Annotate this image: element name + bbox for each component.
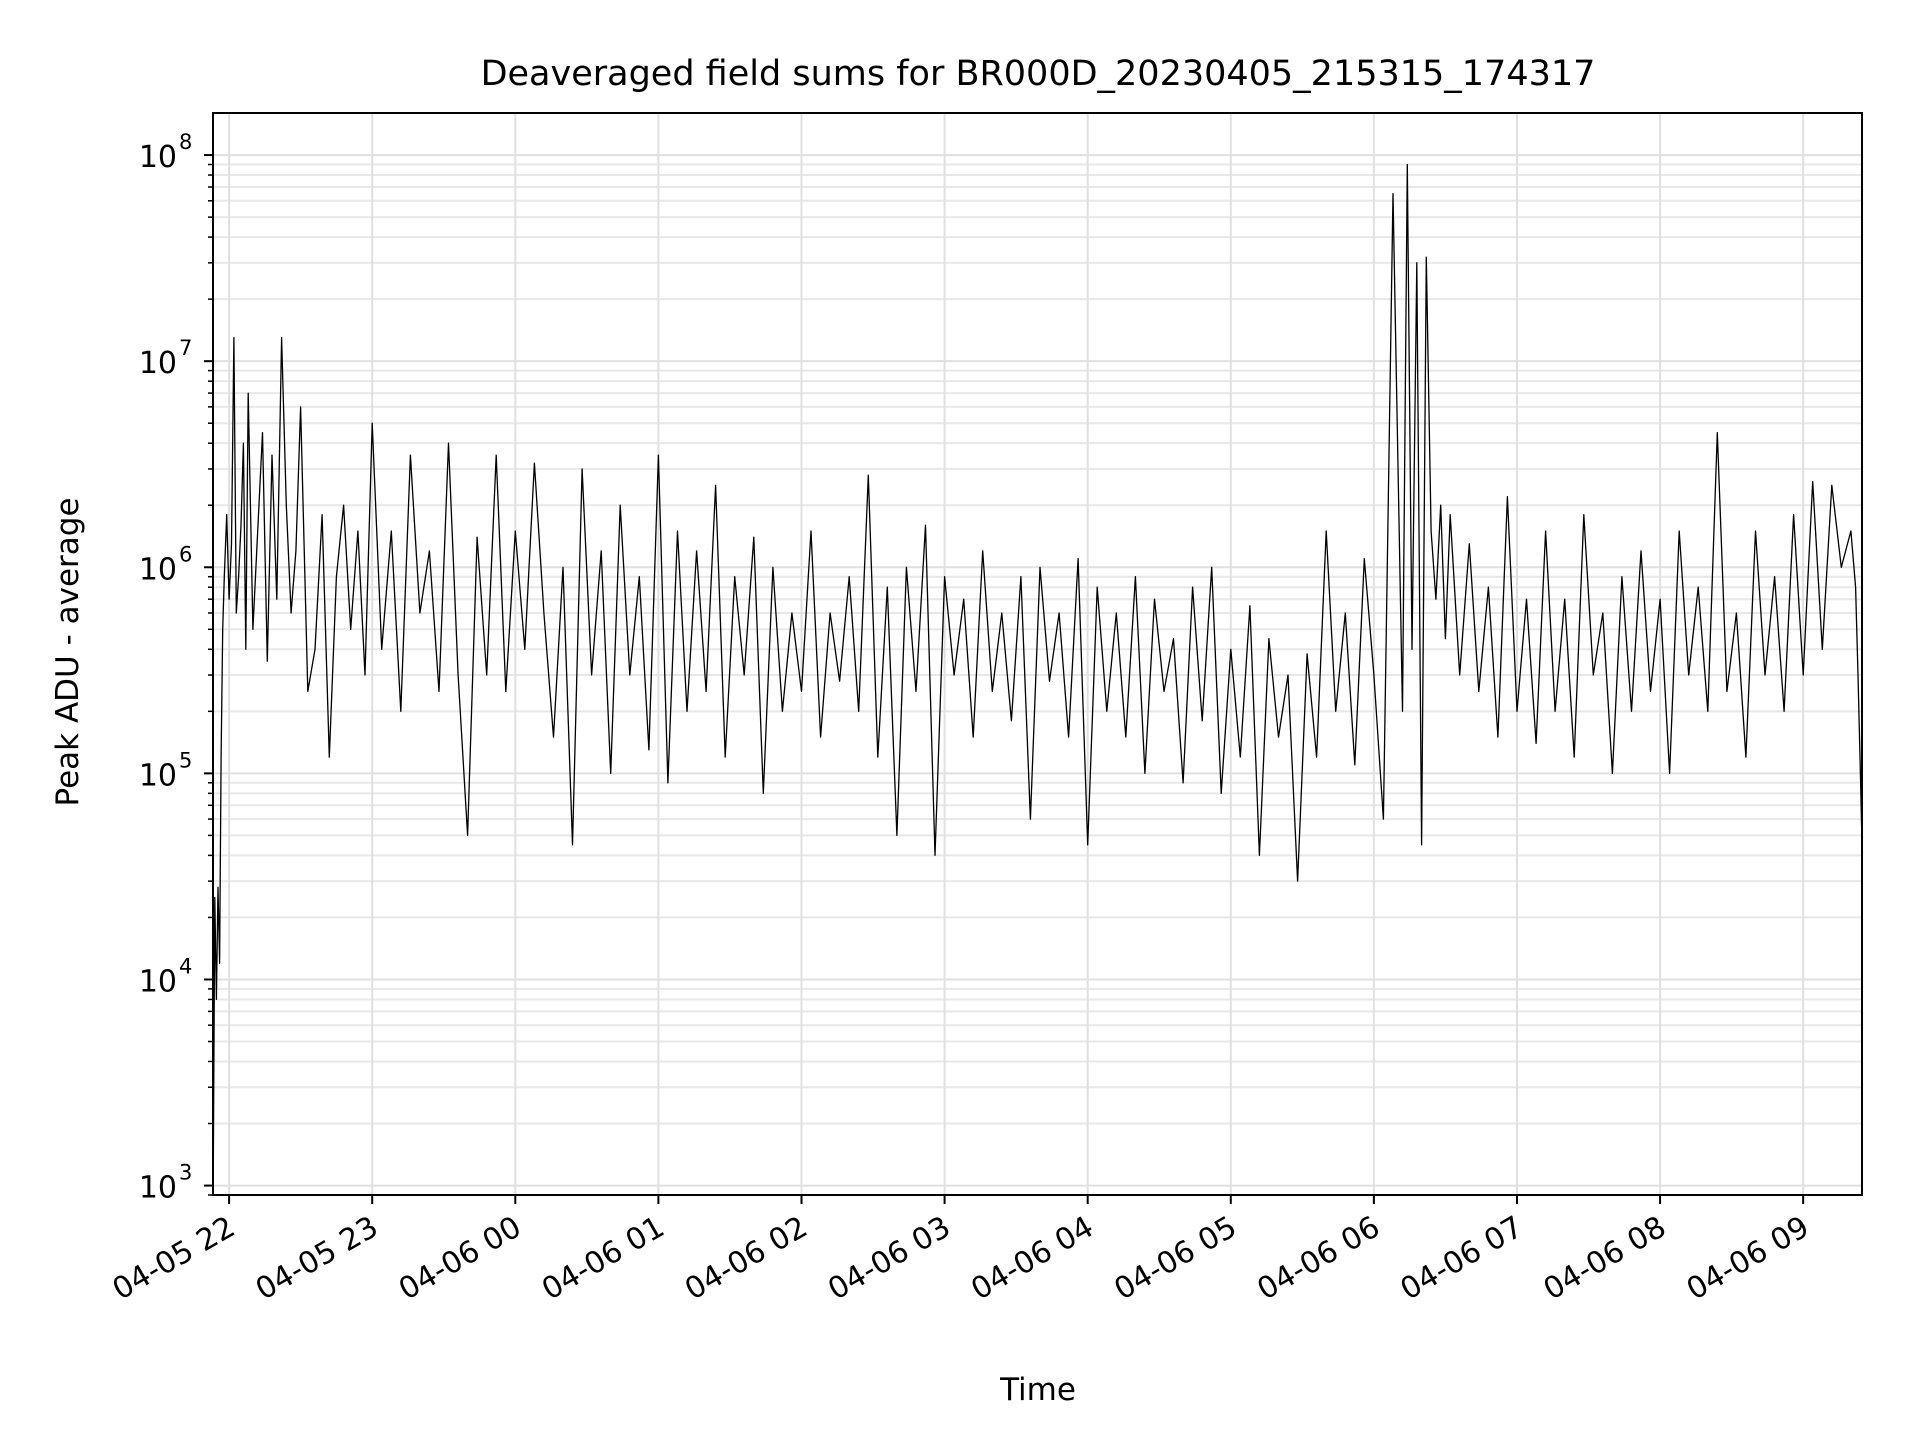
x-axis-label: Time [999, 1372, 1076, 1408]
grid [213, 113, 1862, 1196]
y-tick-label: 10 [139, 552, 177, 587]
axis-ticks [204, 154, 1805, 1204]
y-axis-label: Peak ADU - average [50, 497, 86, 806]
y-tick-exponent: 5 [179, 748, 192, 772]
y-tick-label: 10 [139, 758, 177, 793]
y-tick-exponent: 4 [179, 954, 192, 978]
series-line [212, 163, 1863, 1186]
y-tick-exponent: 8 [179, 130, 192, 154]
y-tick-label: 10 [139, 964, 177, 999]
y-tick-exponent: 6 [179, 542, 192, 566]
plot-frame [212, 112, 1863, 1196]
y-tick-label: 10 [139, 140, 177, 175]
plot-area [212, 163, 1863, 1186]
y-tick-exponent: 7 [179, 336, 192, 360]
y-tick-label: 10 [139, 346, 177, 381]
y-tick-label: 10 [139, 1171, 177, 1206]
chart-title: Deaveraged field sums for BR000D_2023040… [481, 54, 1596, 94]
y-tick-exponent: 3 [179, 1161, 192, 1185]
